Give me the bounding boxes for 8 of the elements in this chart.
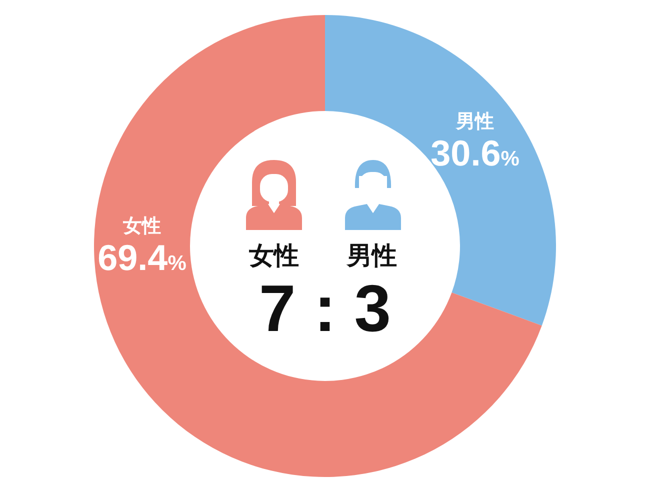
slice-label: 女性 (122, 216, 161, 237)
donut-slice (94, 15, 542, 477)
slice-label: 男性 (455, 111, 494, 132)
text: 女性 (248, 242, 299, 270)
data-label: 69.4% (98, 237, 187, 278)
text: 7 : 3 (258, 271, 392, 345)
data-label: 30.6% (430, 132, 520, 174)
text: 男性 (346, 242, 397, 270)
